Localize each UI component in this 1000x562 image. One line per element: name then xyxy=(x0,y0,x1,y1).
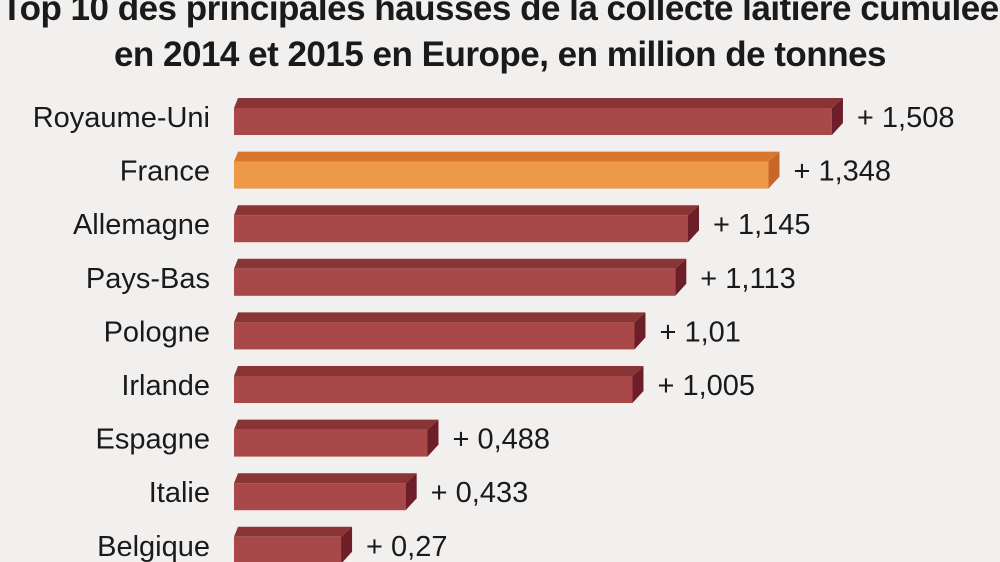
bar-face xyxy=(234,161,769,189)
value-label: + 0,488 xyxy=(452,424,550,456)
bar-royaume-uni xyxy=(234,98,843,135)
value-label: + 1,348 xyxy=(793,156,891,188)
value-label: + 1,005 xyxy=(657,370,755,402)
bar-side xyxy=(687,205,699,243)
value-label: + 1,508 xyxy=(857,102,955,134)
bar-belgique xyxy=(234,526,353,562)
category-label: Allemagne xyxy=(73,209,210,241)
bar-top xyxy=(234,419,439,430)
bar-side xyxy=(675,258,687,296)
bar-side xyxy=(634,312,646,350)
bar-side xyxy=(427,419,439,457)
bar-side xyxy=(632,366,644,403)
value-label: + 1,113 xyxy=(700,263,795,295)
value-label: + 1,145 xyxy=(713,209,811,241)
category-label: Pays-Bas xyxy=(86,263,210,295)
bar-face xyxy=(234,268,676,296)
category-label: Irlande xyxy=(121,370,210,402)
value-label: + 0,27 xyxy=(366,531,447,562)
bar-face xyxy=(234,322,635,350)
bar-france xyxy=(234,151,780,189)
bar-face xyxy=(234,483,406,511)
bar-face xyxy=(234,108,832,135)
bar-italie xyxy=(234,473,417,511)
bar-top xyxy=(234,473,417,484)
category-label: Belgique xyxy=(97,531,210,562)
bar-face xyxy=(234,536,342,562)
bar-espagne xyxy=(234,419,439,457)
bar-side xyxy=(768,151,780,189)
category-label: Espagne xyxy=(96,424,211,456)
chart-title-line-2: en 2014 et 2015 en Europe, en million de… xyxy=(113,35,887,74)
bar-face xyxy=(234,429,428,457)
chart-title-line-1: Top 10 des principales hausses de la col… xyxy=(1,0,999,28)
bar-side xyxy=(341,526,353,562)
category-label: France xyxy=(120,156,210,188)
category-label: Royaume-Uni xyxy=(33,102,210,134)
bar-irlande xyxy=(234,366,644,403)
bar-side xyxy=(831,98,843,135)
bar-top xyxy=(234,366,644,376)
bar-top xyxy=(234,98,843,108)
bar-top xyxy=(234,151,780,162)
bar-face xyxy=(234,376,633,403)
category-label: Italie xyxy=(149,477,210,509)
bar-top xyxy=(234,258,687,269)
bar-top xyxy=(234,526,353,537)
bar-side xyxy=(405,473,417,511)
bar-allemagne xyxy=(234,205,699,243)
category-label: Pologne xyxy=(104,316,210,348)
chart-title: Top 10 des principales hausses de la col… xyxy=(0,0,1000,78)
bar-pologne xyxy=(234,312,646,350)
value-label: + 1,01 xyxy=(659,316,740,348)
bar-face xyxy=(234,215,688,243)
value-label: + 0,433 xyxy=(431,477,529,509)
bar-top xyxy=(234,205,699,216)
bar-top xyxy=(234,312,646,323)
bar-pays-bas xyxy=(234,258,687,296)
